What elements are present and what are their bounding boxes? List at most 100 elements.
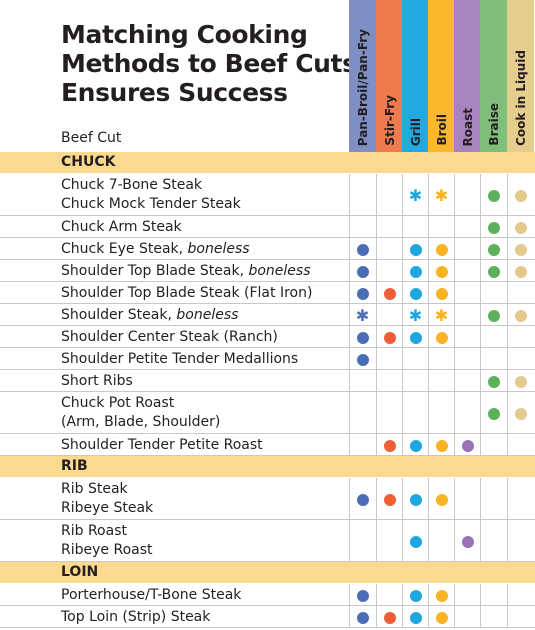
table-row: Short Ribs: [0, 370, 535, 392]
beef-cut-name: Short Ribs: [61, 373, 133, 389]
column-divider: [402, 282, 403, 304]
column-divider: [428, 370, 429, 392]
table-row: Shoulder Tender Petite Roast: [0, 434, 535, 456]
column-divider: [349, 174, 350, 216]
beef-cut-name: Porterhouse/T-Bone Steak: [61, 587, 242, 603]
column-divider: [376, 216, 377, 238]
column-divider: [428, 584, 429, 606]
column-divider: [507, 348, 508, 370]
method-dot: [435, 439, 448, 452]
page-title: Matching Cooking Methods to Beef Cuts En…: [61, 20, 357, 107]
column-divider: [376, 304, 377, 326]
method-label: Grill: [408, 117, 423, 146]
method-dot: [487, 407, 500, 420]
column-divider: [454, 478, 455, 520]
column-divider: [454, 434, 455, 456]
method-star-icon: ✱: [408, 305, 423, 325]
method-column-header: Stir-Fry: [376, 0, 403, 152]
method-label: Stir-Fry: [382, 95, 397, 146]
column-divider: [349, 260, 350, 282]
column-divider: [507, 326, 508, 348]
column-divider: [507, 238, 508, 260]
beef-cut-name: (Arm, Blade, Shoulder): [61, 414, 221, 430]
method-dot: [356, 493, 369, 506]
column-divider: [376, 370, 377, 392]
method-label: Pan-Broil/Pan-Fry: [355, 28, 370, 146]
column-divider: [402, 304, 403, 326]
column-divider: [376, 478, 377, 520]
beef-cut-name: Shoulder Steak, boneless: [61, 307, 239, 323]
column-divider: [349, 370, 350, 392]
column-divider: [376, 434, 377, 456]
section-label: RIB: [61, 458, 88, 474]
column-divider: [507, 282, 508, 304]
column-divider: [480, 434, 481, 456]
column-divider: [402, 348, 403, 370]
method-column-header: Braise: [480, 0, 507, 152]
beef-cut-name: Rib Steak: [61, 481, 128, 497]
beef-cut-name: Shoulder Petite Tender Medallions: [61, 351, 299, 367]
beef-cut-name: Shoulder Top Blade Steak (Flat Iron): [61, 285, 313, 301]
column-divider: [428, 606, 429, 628]
method-dot: [435, 265, 448, 278]
method-label: Braise: [486, 103, 501, 146]
column-divider: [454, 282, 455, 304]
column-divider: [454, 174, 455, 216]
column-divider: [376, 282, 377, 304]
method-dot: [487, 221, 500, 234]
column-divider: [376, 606, 377, 628]
method-dot: [487, 309, 500, 322]
column-divider: [349, 282, 350, 304]
column-divider: [454, 260, 455, 282]
beef-cut-name: Rib Roast: [61, 523, 127, 539]
method-dot: [435, 331, 448, 344]
column-divider: [454, 238, 455, 260]
column-divider: [376, 392, 377, 434]
beef-cut-name: Ribeye Steak: [61, 500, 154, 516]
column-divider: [402, 478, 403, 520]
method-dot: [487, 375, 500, 388]
column-divider: [349, 434, 350, 456]
column-divider: [349, 392, 350, 434]
method-dot: [514, 309, 527, 322]
column-divider: [402, 216, 403, 238]
beef-cut-name: Shoulder Center Steak (Ranch): [61, 329, 278, 345]
column-divider: [480, 370, 481, 392]
section-label: LOIN: [61, 564, 99, 580]
column-divider: [507, 584, 508, 606]
column-divider: [480, 606, 481, 628]
column-divider: [480, 174, 481, 216]
method-dot: [435, 243, 448, 256]
column-divider: [454, 304, 455, 326]
column-divider: [507, 370, 508, 392]
column-divider: [507, 174, 508, 216]
table-row: Chuck Pot Roast (Arm, Blade, Shoulder): [0, 392, 535, 434]
column-divider: [402, 392, 403, 434]
beef-cut-name: Chuck Arm Steak: [61, 219, 182, 235]
beef-cut-name: Chuck 7-Bone Steak: [61, 177, 203, 193]
column-divider: [428, 348, 429, 370]
table-row: Rib Roast Ribeye Roast: [0, 520, 535, 562]
column-divider: [376, 348, 377, 370]
column-divider: [428, 174, 429, 216]
method-dot: [514, 265, 527, 278]
column-divider: [480, 392, 481, 434]
column-divider: [507, 478, 508, 520]
column-divider: [428, 238, 429, 260]
title-line: Ensures Success: [61, 78, 288, 107]
column-divider: [507, 520, 508, 562]
column-divider: [402, 584, 403, 606]
method-dot: [487, 243, 500, 256]
column-divider: [349, 326, 350, 348]
column-divider: [507, 260, 508, 282]
method-dot: [461, 439, 474, 452]
method-dot: [514, 243, 527, 256]
method-dot: [409, 287, 422, 300]
table-row: Top Loin (Strip) Steak: [0, 606, 535, 628]
method-dot: [435, 589, 448, 602]
method-column-header: Grill: [402, 0, 429, 152]
column-divider: [428, 326, 429, 348]
table-row: Shoulder Top Blade Steak (Flat Iron): [0, 282, 535, 304]
table-row: Shoulder Steak, boneless ✱ ✱ ✱: [0, 304, 535, 326]
column-divider: [428, 392, 429, 434]
